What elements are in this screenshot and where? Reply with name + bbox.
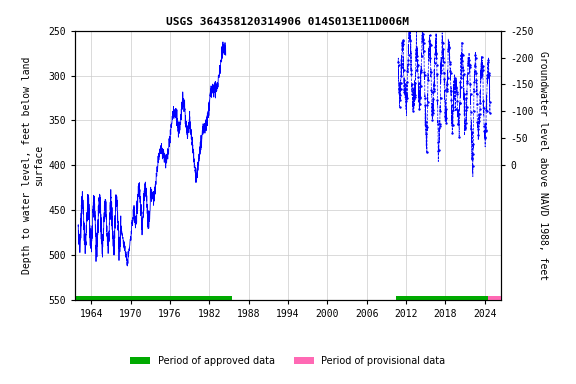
Title: USGS 364358120314906 014S013E11D006M: USGS 364358120314906 014S013E11D006M [166,17,410,27]
Y-axis label: Groundwater level above NAVD 1988, feet: Groundwater level above NAVD 1988, feet [538,51,548,280]
Legend: Period of approved data, Period of provisional data: Period of approved data, Period of provi… [127,352,449,370]
Bar [396,296,488,300]
Bar [488,296,501,300]
Bar [75,296,232,300]
Y-axis label: Depth to water level, feet below land
surface: Depth to water level, feet below land su… [22,56,44,274]
